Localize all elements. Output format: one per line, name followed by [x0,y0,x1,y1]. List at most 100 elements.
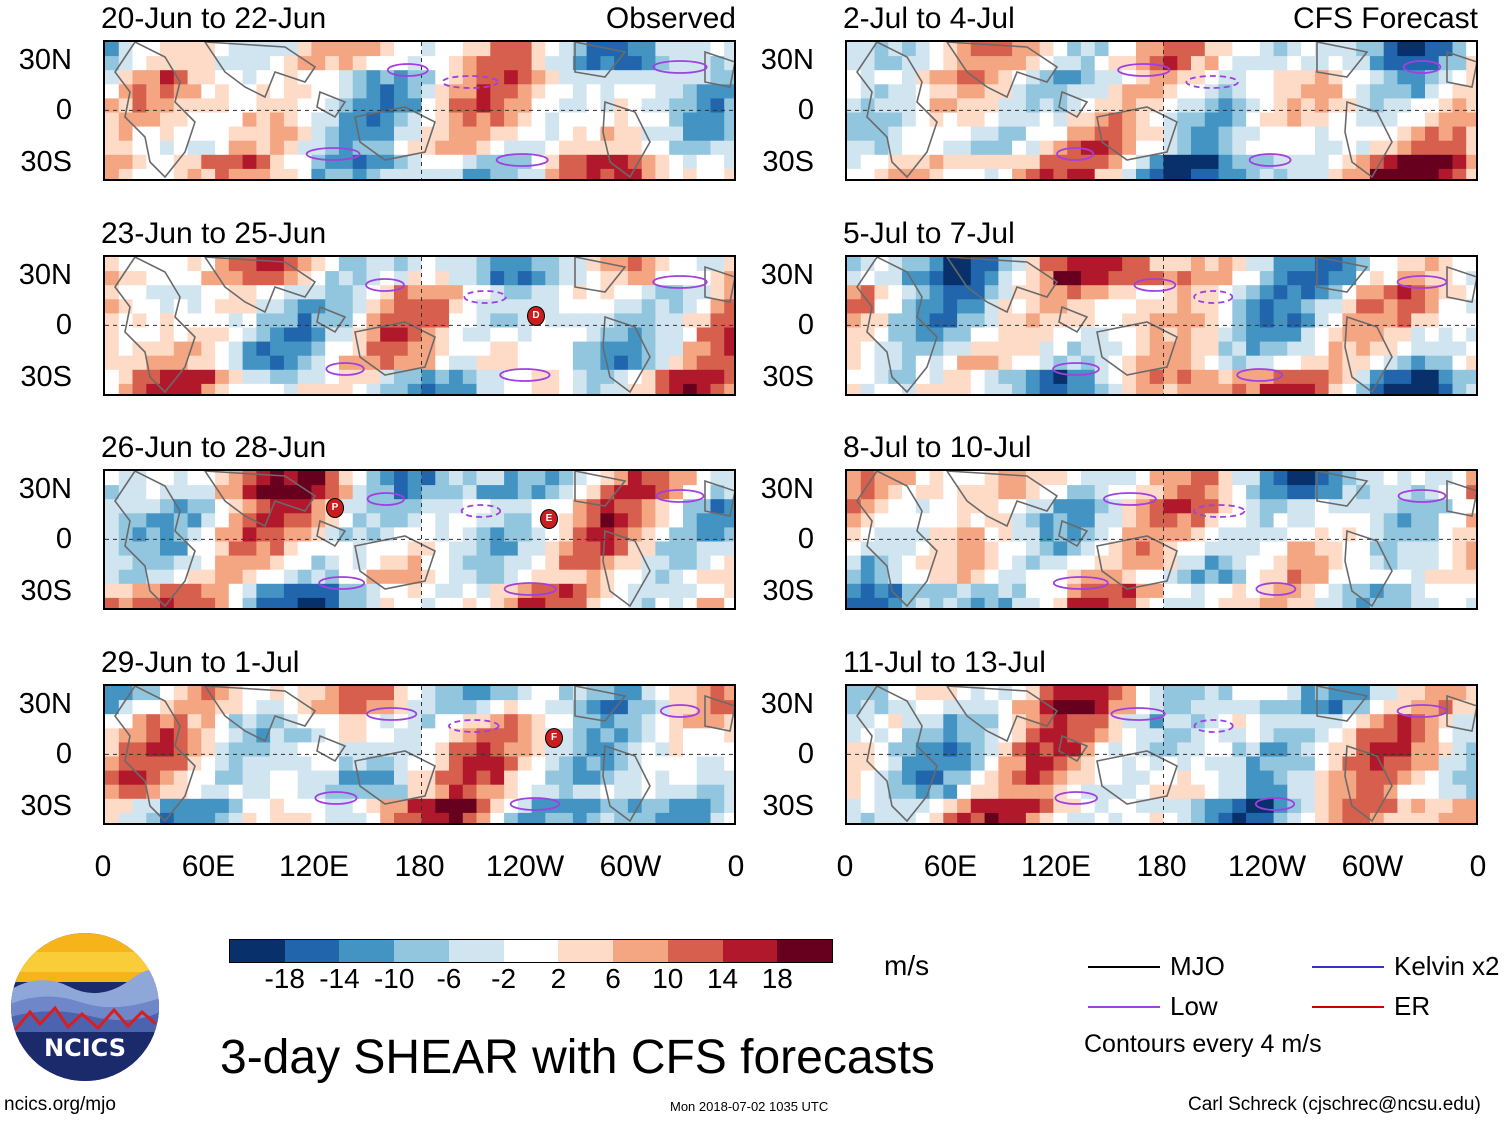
low-contour [652,60,708,74]
coastline [1058,305,1089,334]
panel-source-label: CFS Forecast [1292,2,1478,35]
coastline [316,519,347,548]
coastline [114,257,196,394]
map-panel [845,255,1478,396]
coastline [204,686,317,743]
low-contour [1193,719,1234,733]
colorbar-label: 10 [652,963,684,994]
coastline [856,42,938,179]
colorbar-swatch [613,940,670,962]
coastline [704,50,734,88]
colorbar-label: -18 [264,963,305,994]
shear-field [847,471,1476,608]
low-contour [463,290,507,304]
colorbar-swatch [667,940,725,962]
colorbar-swatch [503,940,560,962]
low-contour [305,147,361,161]
panel-title: 2-Jul to 4-Jul [843,2,1015,35]
panel-title: 5-Jul to 7-Jul [843,217,1015,250]
coastline [1058,519,1089,548]
y-tick-label: 0 [797,738,814,770]
legend-label: Low [1170,991,1218,1021]
y-tick-label: 30N [18,259,72,291]
y-tick-label: 30N [760,688,814,720]
colorbar-label: 14 [706,963,739,994]
legend-label: Kelvin x2 [1394,951,1500,981]
y-tick-label: 0 [797,309,814,341]
shear-field [105,42,734,179]
y-tick-label: 30N [760,259,814,291]
coastline [1316,257,1369,293]
map-panel: F [103,684,736,825]
coastline [204,471,317,528]
panel-title: 29-Jun to 1-Jul [101,646,300,679]
coastline [856,257,938,394]
panel-title: 11-Jul to 13-Jul [843,646,1046,679]
low-contour [1054,791,1098,805]
footer-url: ncics.org/mjo [4,1094,116,1115]
x-tick-label: 0 [836,850,854,883]
low-contour [509,797,561,811]
shear-field [847,257,1476,394]
x-tick-label: 60E [923,850,978,883]
coastline [354,535,436,590]
colorbar-labels: -18 -14 -10 -6 -2 2 6 10 14 18 [230,963,832,997]
coastline [1058,734,1089,763]
coastline [602,100,651,179]
shear-field [847,42,1476,179]
shear-map [847,257,1476,394]
coastline [704,479,734,517]
coastline [1344,100,1393,179]
shear-map [847,471,1476,608]
shear-map [105,257,734,394]
y-tick-label: 30S [762,146,814,178]
storm-marker: D [527,306,545,326]
low-contour [1236,368,1284,382]
coastline [1344,744,1393,823]
shear-field [105,686,734,823]
map-panel [845,684,1478,825]
colorbar-label: -10 [373,963,415,994]
coastline [1058,90,1089,119]
coastline [704,265,734,303]
low-contour [1254,797,1296,811]
low-contour [1255,582,1297,596]
coastline [1316,471,1369,507]
low-contour [366,707,418,721]
coastline [946,42,1059,99]
y-tick-label: 30N [18,473,72,505]
low-contour [1052,362,1100,376]
coastline [856,471,938,608]
coastline [114,42,196,179]
coastline [354,321,436,376]
low-contour [499,368,551,382]
coastline [704,694,734,732]
y-tick-label: 0 [55,309,72,341]
x-tick-label: 60W [599,850,662,883]
coastline [354,750,436,805]
coastline [1316,686,1369,722]
legend-line [1088,1006,1160,1008]
x-tick-label: 180 [1136,850,1187,883]
x-tick-label: 120E [278,850,350,883]
coastline [316,734,347,763]
coastline [316,305,347,334]
coastline [316,90,347,119]
coastline [1096,535,1178,590]
low-contour [1193,504,1246,518]
coastline [946,686,1059,743]
legend-line [1312,966,1384,968]
legend-label: MJO [1170,951,1225,981]
y-tick-label: 0 [797,523,814,555]
coastline [354,106,436,161]
low-contour [1102,492,1157,506]
low-contour [441,75,499,89]
logo-graphic: NCICS [11,933,159,1081]
colorbar-swatch [722,940,779,962]
coastline [1096,750,1178,805]
main-title: 3-day SHEAR with CFS forecasts [220,1031,935,1084]
x-tick-label: 0 [1469,850,1487,883]
low-contour [386,63,429,77]
y-tick-label: 30N [18,44,72,76]
coastline [1446,50,1476,88]
